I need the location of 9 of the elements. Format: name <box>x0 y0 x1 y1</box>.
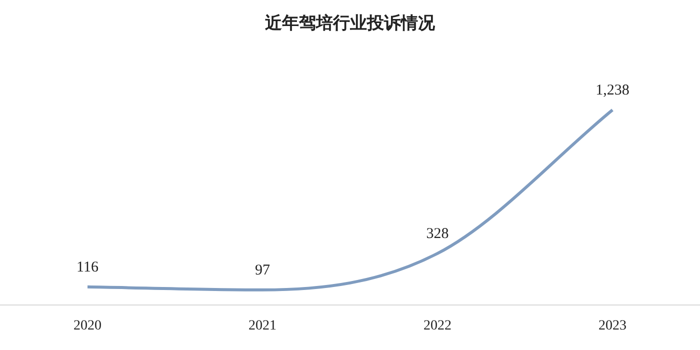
x-tick-label: 2022 <box>424 318 452 334</box>
data-label: 328 <box>426 226 449 242</box>
data-label: 1,238 <box>596 82 630 98</box>
chart-title: 近年驾培行业投诉情况 <box>264 14 436 33</box>
data-label: 116 <box>76 259 99 276</box>
data-label: 97 <box>255 262 270 278</box>
x-tick-label: 2020 <box>74 318 102 334</box>
x-tick-label: 2021 <box>248 318 276 334</box>
x-tick-label: 2023 <box>598 318 626 334</box>
